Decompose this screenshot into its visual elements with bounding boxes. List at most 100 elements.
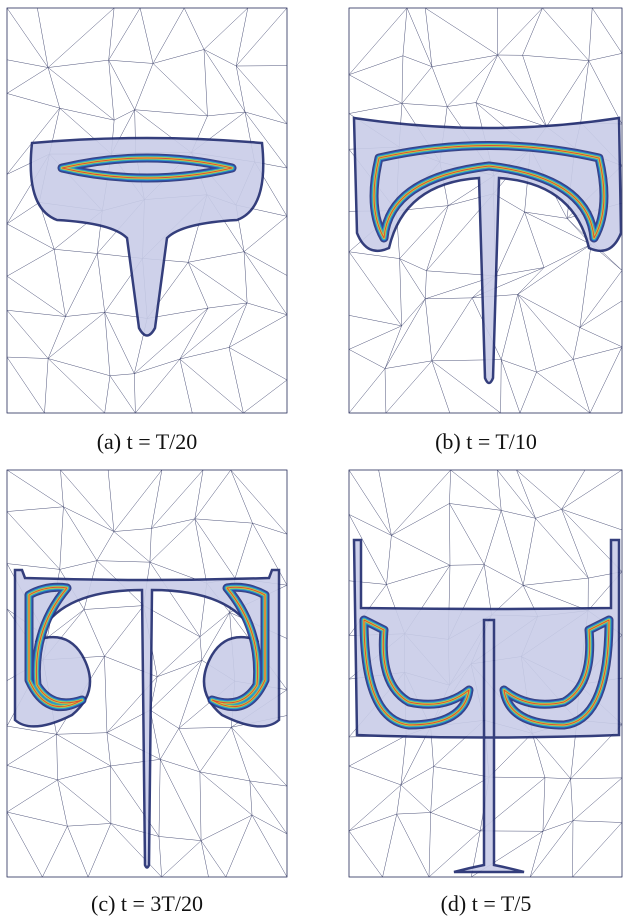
panel — [6, 7, 288, 414]
mesh-edge — [225, 815, 253, 878]
mesh-edge — [96, 560, 150, 563]
mesh-edge — [544, 777, 571, 780]
mesh-edge — [6, 779, 58, 813]
mesh-edge — [348, 325, 402, 350]
mesh-edge — [501, 359, 537, 373]
flow-band — [28, 586, 266, 708]
mesh-edge — [65, 253, 98, 317]
mesh-edge — [524, 211, 568, 219]
panel-frame — [6, 469, 288, 878]
mesh-edge — [152, 49, 205, 64]
mesh-edge — [67, 823, 111, 827]
mesh-edge — [59, 107, 115, 121]
flow-region — [352, 538, 621, 874]
mesh-edge — [561, 509, 589, 579]
mesh-edge — [158, 836, 162, 878]
mesh-edge — [449, 469, 451, 504]
mesh-edge — [236, 7, 288, 67]
flow-band — [373, 145, 605, 239]
mesh-edge — [6, 506, 64, 512]
mesh-edge — [384, 368, 387, 414]
mesh-edge — [543, 244, 592, 268]
mesh-edge — [108, 7, 141, 61]
mesh-edge — [495, 267, 545, 277]
mesh-edge — [184, 7, 205, 50]
mesh-edge — [348, 103, 403, 114]
mesh-edge — [203, 49, 208, 116]
mesh-edge — [188, 251, 245, 263]
mesh-edge — [501, 510, 536, 519]
mesh-edge — [104, 656, 108, 733]
flow-region — [13, 568, 281, 869]
mesh-edge — [399, 258, 427, 272]
mesh-edge — [48, 358, 111, 376]
mesh-edge — [402, 55, 433, 67]
mesh-edge — [56, 734, 58, 780]
mesh-edge — [522, 7, 543, 56]
mesh-edge — [47, 312, 105, 359]
mesh-edge — [247, 302, 288, 316]
panel-frame — [6, 7, 288, 414]
mesh-edge — [203, 49, 246, 113]
mesh-edge — [572, 820, 623, 823]
mesh-edge — [179, 302, 248, 360]
mesh-edge — [570, 777, 623, 780]
mesh-edge — [150, 660, 203, 711]
mesh-edge — [572, 327, 581, 360]
mesh-edge — [6, 356, 45, 414]
mesh-edge — [53, 249, 66, 317]
mesh-edge — [161, 840, 202, 878]
mesh-edge — [536, 359, 574, 373]
mesh-edge — [152, 63, 208, 117]
mesh-edge — [484, 564, 524, 586]
panel-frame — [348, 469, 623, 878]
mesh-edge — [6, 223, 55, 250]
mesh-edge — [231, 727, 288, 787]
mesh-edge — [199, 636, 203, 661]
mesh-edge — [47, 67, 115, 121]
mesh-edge — [47, 609, 85, 638]
flow-region — [29, 136, 265, 337]
mesh-edge — [348, 349, 386, 369]
mesh-edge — [152, 7, 185, 64]
mesh-edge — [87, 823, 112, 878]
mesh-edge — [249, 780, 288, 787]
mesh-edge — [6, 93, 60, 109]
mesh-edge — [517, 294, 537, 373]
mesh-edge — [425, 297, 473, 300]
mesh-edge — [179, 358, 244, 414]
mesh-edge — [517, 294, 580, 328]
mesh-edge — [200, 814, 253, 841]
mesh-edge — [158, 759, 161, 837]
mesh-edge — [244, 111, 288, 125]
mesh-edge — [114, 109, 135, 121]
mesh-edge — [497, 7, 543, 56]
mesh-edge — [542, 820, 574, 832]
mesh-edge — [194, 469, 204, 519]
mesh-edge — [348, 368, 386, 414]
mesh-edge — [230, 469, 253, 524]
mesh-edge — [228, 302, 248, 348]
mesh-edge — [194, 469, 231, 519]
mesh-edge — [449, 564, 485, 566]
mesh-edge — [348, 830, 383, 878]
mesh-edge — [104, 375, 111, 414]
mesh-edge — [187, 262, 209, 309]
mesh-edge — [592, 7, 623, 54]
caption: (b) t = T/10 — [435, 429, 537, 454]
mesh-edge — [384, 360, 432, 369]
mesh-edge — [400, 735, 407, 785]
mesh-edge — [522, 518, 536, 586]
mesh-edge — [425, 270, 427, 299]
panel-frame — [348, 7, 623, 414]
mesh-edge — [532, 733, 571, 779]
mesh-edge — [495, 211, 525, 276]
mesh-edge — [447, 102, 476, 107]
mesh-edge — [348, 251, 402, 326]
mesh-edge — [536, 371, 591, 414]
mesh-edge — [589, 346, 623, 414]
mesh-edge — [59, 506, 64, 570]
mesh-edge — [399, 258, 402, 326]
mesh-edge — [249, 780, 288, 835]
mesh-edge — [384, 325, 402, 369]
